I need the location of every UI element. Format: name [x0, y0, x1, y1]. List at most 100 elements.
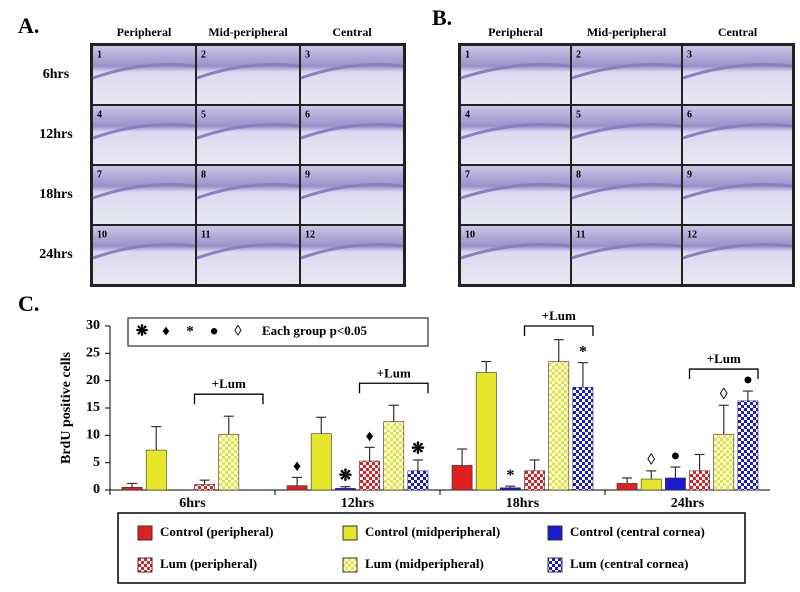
tissue-layer — [571, 63, 682, 80]
cell-number: 5 — [576, 109, 581, 120]
micrograph — [461, 46, 570, 104]
micrograph — [197, 46, 299, 104]
column-header: Peripheral — [117, 25, 172, 39]
tissue-layer — [92, 123, 196, 140]
row-label: 6hrs — [43, 67, 70, 82]
cell-number: 10 — [97, 229, 107, 240]
micrograph — [572, 166, 681, 224]
significance-marker: ♦ — [293, 458, 301, 475]
cell-number: 2 — [201, 49, 206, 60]
cell-number: 6 — [687, 109, 692, 120]
micrograph — [461, 226, 570, 284]
legend-label: Lum (peripheral) — [160, 556, 257, 571]
key-symbol: ● — [209, 323, 218, 339]
significance-marker: ◊ — [647, 452, 655, 469]
legend-label: Control (midperipheral) — [365, 524, 500, 539]
x-tick-label: 12hrs — [341, 496, 375, 511]
key-symbol: ❋ — [136, 323, 149, 339]
tissue-layer — [460, 63, 571, 80]
bar — [737, 400, 759, 491]
tissue-layer — [300, 243, 404, 260]
tissue-layer — [92, 243, 196, 260]
column-header: Peripheral — [488, 25, 543, 39]
significance-marker: ◊ — [720, 386, 728, 403]
micrograph — [461, 166, 570, 224]
bracket-label: +Lum — [212, 376, 246, 391]
bar — [383, 421, 405, 491]
x-tick-label: 24hrs — [671, 496, 705, 511]
micrograph — [461, 106, 570, 164]
bar — [407, 470, 429, 491]
cell-number: 8 — [201, 169, 206, 180]
key-box — [127, 317, 429, 347]
tissue-layer — [460, 183, 571, 200]
significance-marker: ● — [671, 448, 681, 465]
y-tick-label: 30 — [86, 318, 100, 333]
legend-swatch — [547, 525, 563, 541]
column-header: Mid-peripheral — [587, 25, 667, 39]
key-symbol: ◊ — [234, 323, 242, 339]
micrograph — [93, 46, 195, 104]
micrograph — [683, 166, 792, 224]
y-tick-label: 25 — [86, 346, 100, 361]
cell-number: 6 — [305, 109, 310, 120]
legend-box — [117, 512, 746, 584]
micrograph — [301, 226, 403, 284]
column-header: Central — [718, 25, 758, 39]
cell-number: 12 — [305, 229, 315, 240]
column-header: Mid-peripheral — [208, 25, 288, 39]
cell-number: 2 — [576, 49, 581, 60]
y-tick-label: 15 — [86, 400, 100, 415]
y-tick-label: 0 — [93, 482, 100, 497]
column-header: Central — [332, 25, 372, 39]
bar — [475, 372, 497, 491]
bracket-label: +Lum — [542, 308, 576, 323]
tissue-layer — [682, 123, 793, 140]
micrograph — [683, 106, 792, 164]
x-tick-label: 6hrs — [179, 496, 206, 511]
legend-swatch — [137, 557, 153, 573]
row-label: 24hrs — [39, 247, 73, 262]
cell-number: 11 — [201, 229, 210, 240]
bracket — [523, 325, 594, 336]
bar — [145, 449, 167, 491]
cell-number: 12 — [687, 229, 697, 240]
tissue-layer — [92, 183, 196, 200]
cell-number: 9 — [305, 169, 310, 180]
bar — [451, 465, 473, 491]
y-tick-label: 5 — [93, 455, 100, 470]
bar — [572, 386, 594, 491]
bar — [548, 361, 570, 491]
bar — [286, 485, 308, 491]
legend-label: Lum (midperipheral) — [365, 556, 484, 571]
cell-number: 1 — [97, 49, 102, 60]
bar — [524, 470, 545, 491]
bar — [665, 477, 686, 491]
cell-number: 11 — [576, 229, 585, 240]
micrograph — [93, 166, 195, 224]
bar — [359, 460, 380, 491]
row-label: 12hrs — [39, 127, 73, 142]
cell-number: 8 — [576, 169, 581, 180]
cell-number: 10 — [465, 229, 475, 240]
significance-marker: ❋ — [339, 467, 353, 484]
tissue-layer — [92, 63, 196, 80]
bar — [689, 470, 710, 491]
micrograph — [683, 226, 792, 284]
cell-number: 1 — [465, 49, 470, 60]
y-tick-label: 10 — [86, 428, 100, 443]
panel-label: C. — [18, 291, 39, 316]
tissue-layer — [682, 243, 793, 260]
micrograph — [197, 106, 299, 164]
legend-label: Control (peripheral) — [160, 524, 274, 539]
legend-label: Lum (central cornea) — [570, 556, 688, 571]
cell-number: 3 — [687, 49, 692, 60]
tissue-layer — [460, 123, 571, 140]
legend-swatch — [342, 557, 358, 573]
significance-marker: * — [506, 467, 514, 484]
legend-swatch — [547, 557, 563, 573]
bar — [310, 433, 332, 491]
tissue-layer — [460, 243, 571, 260]
bar — [616, 483, 638, 491]
